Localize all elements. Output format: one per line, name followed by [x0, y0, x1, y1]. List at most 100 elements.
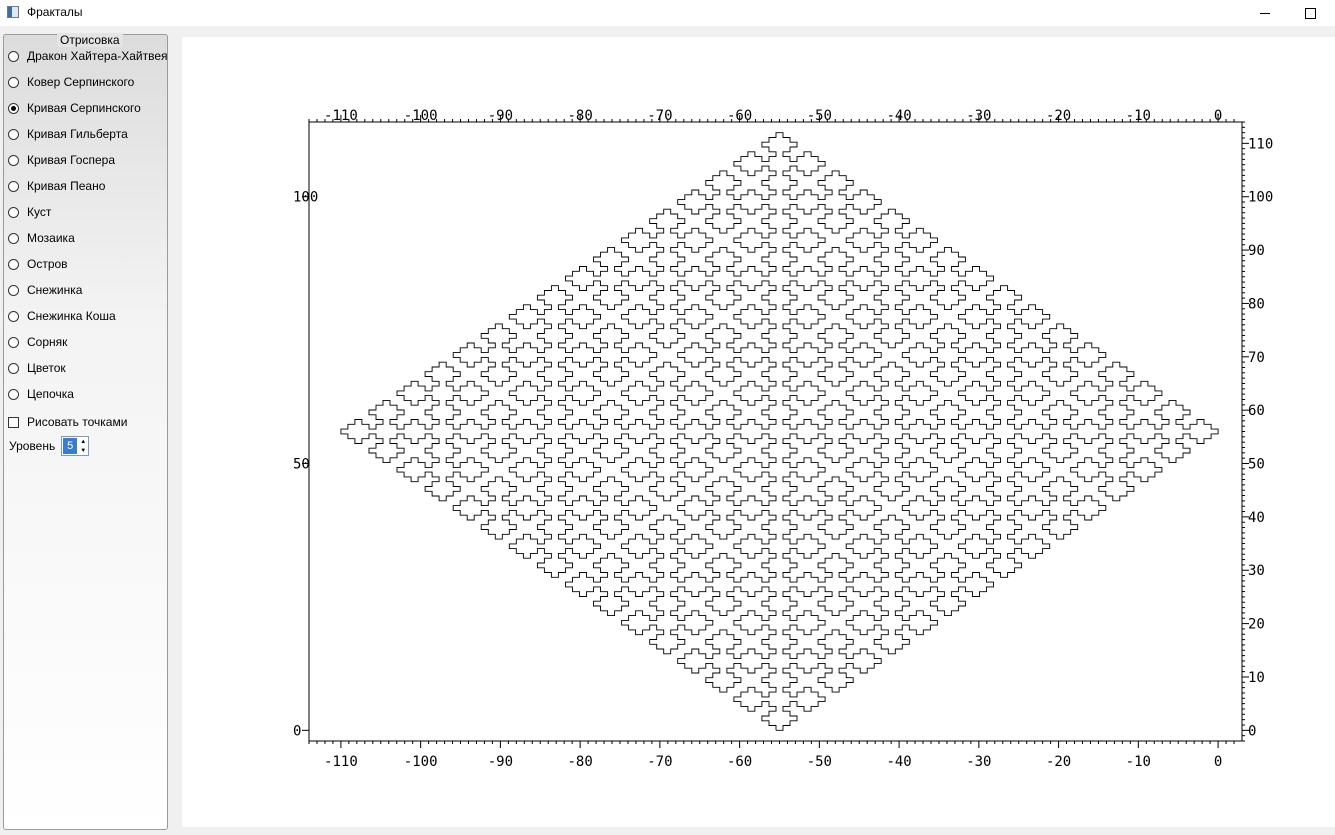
radio-label: Дракон Хайтера-Хайтвея	[27, 49, 168, 63]
level-row: Уровень 5 ▲ ▼	[9, 435, 90, 457]
radio-button[interactable]	[8, 310, 19, 322]
radio-item[interactable]: Сорняк	[8, 333, 67, 351]
y-tick-label-right: 0	[1248, 723, 1256, 739]
radio-item[interactable]: Кривая Серпинского	[8, 99, 141, 117]
x-tick-label-bottom: -80	[567, 754, 592, 770]
x-tick-label-bottom: -50	[807, 754, 832, 770]
fractal-canvas[interactable]: -110 -110 -100 -100 -90 -90 -80 -80 -70 -70 -60 -60…	[182, 37, 1335, 827]
x-tick-label-bottom: 0	[1214, 754, 1222, 770]
minimize-icon	[1260, 12, 1270, 14]
x-tick-label-bottom: -90	[488, 754, 513, 770]
radio-item[interactable]: Цепочка	[8, 385, 74, 403]
x-tick-label-top: -110	[324, 108, 358, 124]
radio-label: Цветок	[27, 361, 66, 375]
radio-button[interactable]	[8, 388, 19, 400]
level-spinbox[interactable]: 5 ▲ ▼	[61, 436, 90, 456]
app-icon	[7, 6, 19, 18]
radio-item[interactable]: Остров	[8, 255, 68, 273]
radio-button[interactable]	[8, 128, 19, 140]
radio-button[interactable]	[8, 76, 19, 88]
plot-frame	[308, 121, 1243, 742]
y-tick-label-right: 100	[1248, 190, 1273, 206]
y-tick-label-right: 70	[1248, 350, 1265, 366]
radio-item[interactable]: Мозаика	[8, 229, 75, 247]
radio-label: Кривая Госпера	[27, 153, 116, 167]
level-label: Уровень	[9, 439, 56, 453]
y-tick-label-right: 40	[1248, 510, 1265, 526]
y-tick-label-left: 100	[293, 190, 318, 206]
radio-button[interactable]	[8, 180, 19, 192]
radio-label: Кривая Гильберта	[27, 127, 128, 141]
x-tick-label-top: -60	[727, 108, 752, 124]
radio-item[interactable]: Цветок	[8, 359, 66, 377]
x-tick-label-bottom: -60	[727, 754, 752, 770]
radio-button[interactable]	[8, 50, 19, 62]
y-tick-label-left: 0	[293, 723, 301, 739]
maximize-button[interactable]	[1287, 0, 1333, 26]
x-tick-label-bottom: -100	[404, 754, 438, 770]
fractal-curve	[340, 132, 1219, 731]
minimize-button[interactable]	[1242, 0, 1288, 26]
title-bar: Фракталы	[0, 0, 1335, 26]
radio-item[interactable]: Ковер Серпинского	[8, 73, 134, 91]
radio-button[interactable]	[8, 336, 19, 348]
radio-label: Снежинка Коша	[27, 309, 116, 323]
spin-down-icon[interactable]: ▼	[80, 447, 87, 454]
x-tick-label-bottom: -20	[1046, 754, 1071, 770]
radio-button[interactable]	[8, 232, 19, 244]
drawing-groupbox: Отрисовка Дракон Хайтера-Хайтвея Ковер Се…	[3, 33, 168, 830]
radio-label: Кривая Серпинского	[27, 101, 141, 115]
radio-button[interactable]	[8, 154, 19, 166]
checkbox-box[interactable]	[8, 416, 19, 428]
spin-arrows: ▲ ▼	[78, 437, 88, 455]
radio-label: Сорняк	[27, 335, 68, 349]
radio-item[interactable]: Кривая Пеано	[8, 177, 105, 195]
y-tick-label-right: 30	[1248, 563, 1265, 579]
radio-label: Мозаика	[27, 231, 75, 245]
radio-label: Куст	[27, 205, 52, 219]
radio-button[interactable]	[8, 284, 19, 296]
x-tick-label-top: -50	[807, 108, 832, 124]
y-tick-label-right: 50	[1248, 457, 1265, 473]
radio-label: Кривая Пеано	[27, 179, 106, 193]
radio-label: Остров	[27, 257, 68, 271]
radio-button[interactable]	[8, 102, 19, 114]
x-tick-label-top: -20	[1046, 108, 1071, 124]
y-tick-label-right: 110	[1248, 136, 1273, 152]
radio-label: Ковер Серпинского	[27, 75, 135, 89]
radio-item[interactable]: Дракон Хайтера-Хайтвея	[8, 47, 168, 65]
radio-button[interactable]	[8, 258, 19, 270]
group-title: Отрисовка	[57, 33, 123, 47]
radio-item[interactable]: Снежинка Коша	[8, 307, 116, 325]
radio-item[interactable]: Снежинка	[8, 281, 82, 299]
x-tick-label-top: -40	[886, 108, 911, 124]
spin-up-icon[interactable]: ▲	[80, 438, 87, 445]
maximize-icon	[1304, 7, 1316, 19]
radio-button[interactable]	[8, 362, 19, 374]
fractal-plot: -110-110-100-100-90-90-80-80-70-70-60-60…	[293, 108, 1273, 770]
draw-points-label: Рисовать точками	[27, 415, 128, 429]
radio-button[interactable]	[8, 206, 19, 218]
y-tick-label-right: 60	[1248, 403, 1265, 419]
y-tick-label-right: 20	[1248, 617, 1265, 633]
y-tick-label-right: 90	[1248, 243, 1265, 259]
x-tick-label-top: -100	[404, 108, 438, 124]
x-tick-label-bottom: -10	[1126, 754, 1151, 770]
x-tick-label-bottom: -70	[647, 754, 672, 770]
y-tick-label-left: 50	[293, 457, 310, 473]
radio-label: Снежинка	[27, 283, 83, 297]
x-tick-label-top: -90	[488, 108, 513, 124]
radio-item[interactable]: Кривая Гильберта	[8, 125, 128, 143]
window-title: Фракталы	[27, 5, 83, 19]
radio-item[interactable]: Куст	[8, 203, 51, 221]
x-tick-label-top: -70	[647, 108, 672, 124]
x-tick-label-bottom: -110	[324, 754, 358, 770]
y-tick-label-right: 80	[1248, 296, 1265, 312]
x-tick-label-top: 0	[1214, 108, 1222, 124]
radio-item[interactable]: Кривая Госпера	[8, 151, 115, 169]
x-tick-label-bottom: -30	[966, 754, 991, 770]
draw-points-checkbox[interactable]: Рисовать точками	[8, 413, 127, 431]
level-value[interactable]: 5	[63, 438, 78, 454]
x-tick-label-bottom: -40	[886, 754, 911, 770]
x-tick-label-top: -10	[1126, 108, 1151, 124]
